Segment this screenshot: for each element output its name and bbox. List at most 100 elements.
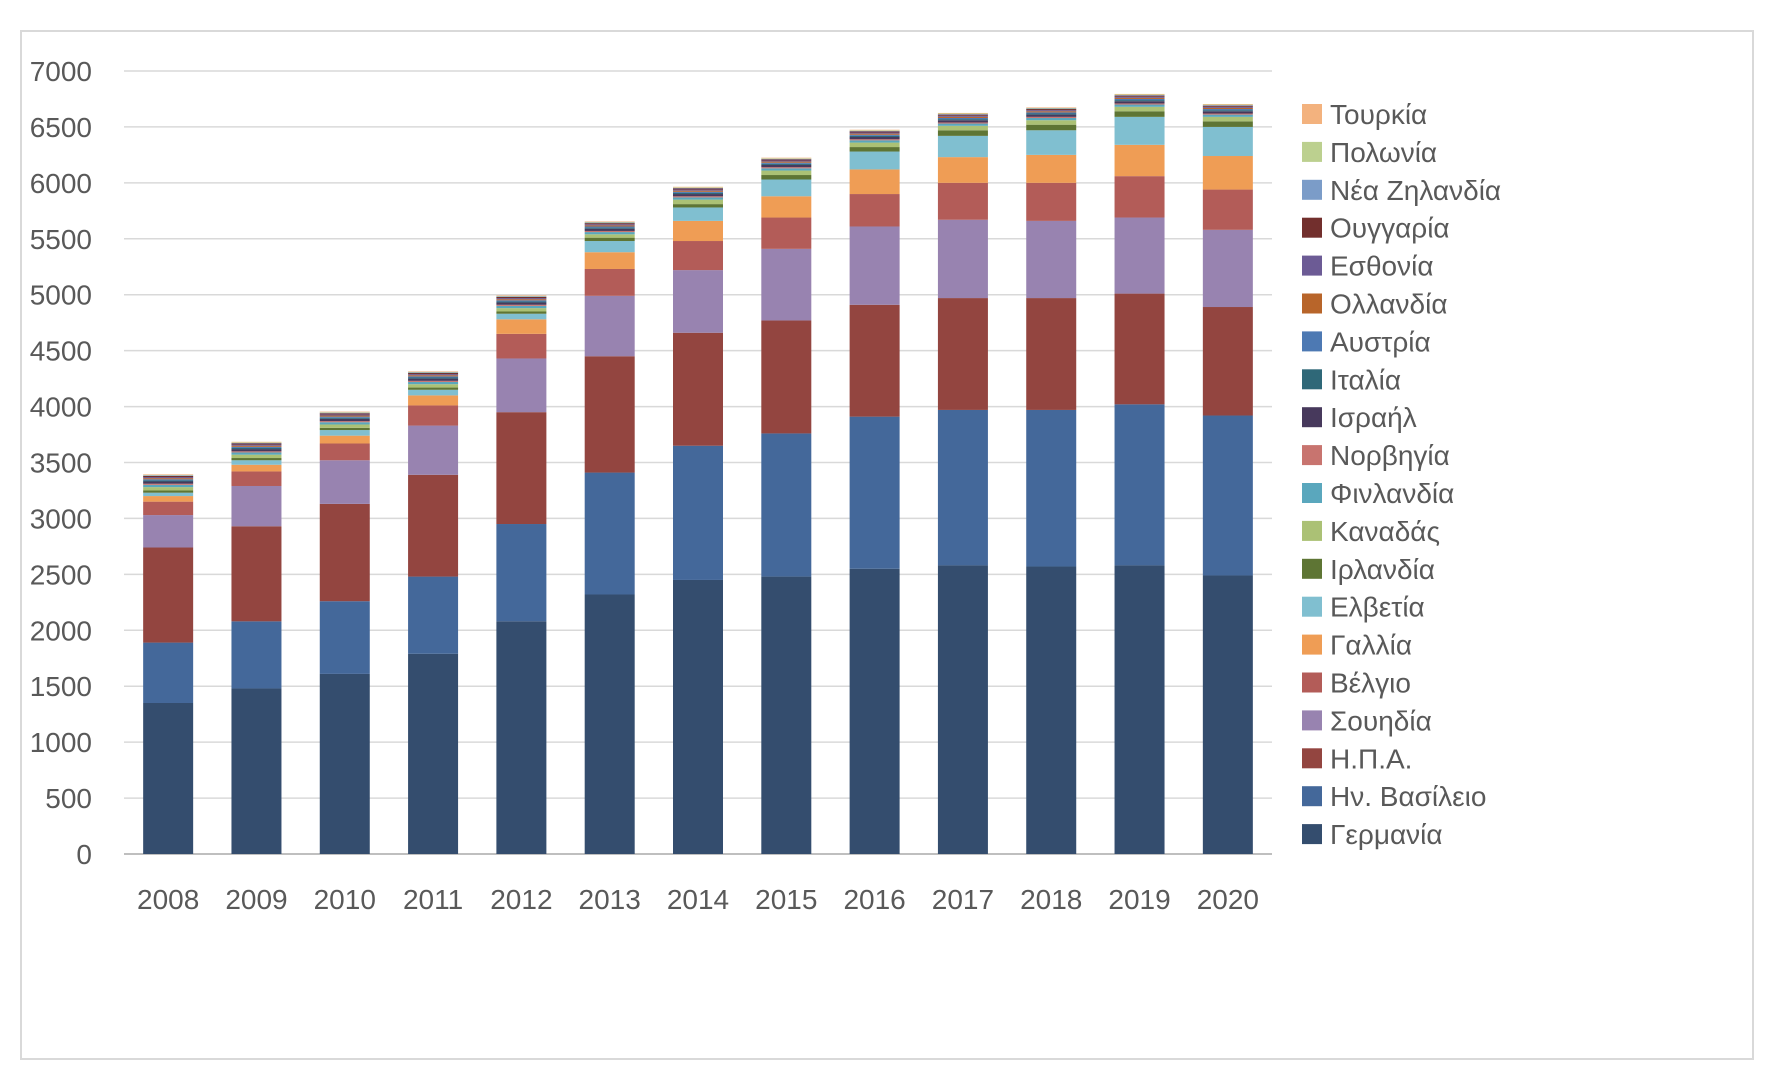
bar-segment: [937, 130, 988, 136]
bar-segment: [673, 579, 723, 854]
bar-segment: [1202, 415, 1253, 576]
bar-segment: [849, 132, 900, 134]
bar-segment: [319, 503, 370, 602]
legend-label: Νέα Ζηλανδία: [1330, 175, 1501, 206]
bar-segment: [1114, 100, 1165, 102]
legend-label: Γαλλία: [1330, 630, 1412, 661]
bar-segment: [1114, 565, 1165, 854]
bar-segment: [408, 378, 459, 381]
bar-segment: [1026, 112, 1077, 114]
bar-segment: [673, 187, 723, 189]
bar-segment: [496, 301, 547, 303]
bar-segment: [231, 441, 282, 443]
legend-swatch: [1302, 104, 1322, 124]
legend-swatch: [1302, 445, 1322, 466]
bar-segment: [1202, 105, 1253, 106]
stacked-bar-chart: 0 500 1000 1500 2000 2500 3000 3500 4000 4500 5000…: [30, 56, 1501, 915]
bar-segment: [1026, 113, 1077, 115]
y-tick-label: 0: [76, 839, 92, 870]
bar-segment: [143, 547, 194, 643]
bar-segment: [231, 485, 282, 527]
y-tick-label: 3000: [30, 503, 92, 534]
bar-segment: [849, 140, 900, 143]
bar-segment: [1026, 114, 1077, 117]
bar-segment: [761, 175, 812, 180]
bar-segment: [1202, 156, 1253, 190]
bar-segment: [761, 320, 812, 434]
bar-segment: [1114, 95, 1165, 97]
bar-segment: [761, 217, 812, 249]
legend-label: Ουγγαρία: [1330, 213, 1450, 244]
bar-segment: [408, 384, 459, 388]
legend-swatch: [1302, 407, 1322, 428]
bar-segment: [761, 168, 812, 171]
bar-segment: [408, 373, 459, 375]
bar-segment: [673, 192, 723, 195]
y-tick-label: 6000: [30, 168, 92, 199]
legend-swatch: [1302, 672, 1322, 693]
bar-segment: [584, 237, 635, 242]
bar-segment: [408, 380, 459, 382]
bar-segment: [496, 296, 547, 299]
bar-segment: [1114, 103, 1165, 105]
bar-segment: [761, 167, 812, 169]
bar-segment: [937, 125, 988, 131]
bar-segment: [496, 524, 547, 622]
bar-segment: [231, 460, 282, 465]
bar-segment: [584, 472, 635, 595]
bar-segment: [143, 475, 194, 478]
y-tick-label: 2500: [30, 559, 92, 590]
chart-frame: 0 500 1000 1500 2000 2500 3000 3500 4000 4500 5000…: [20, 30, 1754, 1060]
x-axis-ticks: 2008 2009 2010 2011 2012 2013 2014 2015 2016 2017…: [137, 884, 1259, 915]
bar-segment: [584, 227, 635, 229]
bar-segment: [849, 134, 900, 136]
bar-segment: [496, 295, 547, 296]
bar-segment: [937, 112, 988, 114]
bar-segment: [937, 122, 988, 124]
bar-segment: [496, 295, 547, 297]
legend-swatch: [1302, 483, 1322, 503]
bar-segment: [319, 412, 370, 413]
bar-segment: [231, 443, 282, 445]
bar-segment: [1202, 575, 1253, 854]
bar-segment: [849, 568, 900, 854]
bar-segment: [319, 460, 370, 504]
bar-segment: [408, 405, 459, 426]
y-tick-label: 4500: [30, 336, 92, 367]
bar-segment: [1202, 107, 1253, 110]
bar-segment: [1026, 116, 1077, 118]
y-tick-label: 1500: [30, 671, 92, 702]
legend-swatch: [1302, 179, 1322, 200]
bar-segment: [584, 221, 635, 223]
bar-segment: [319, 418, 370, 422]
legend-swatch: [1302, 710, 1322, 731]
bar-segment: [496, 300, 547, 302]
y-tick-label: 500: [45, 783, 92, 814]
bar-segment: [761, 159, 812, 161]
bar-segment: [849, 226, 900, 305]
bar-segment: [231, 445, 282, 447]
bar-segment: [673, 188, 723, 190]
bar-segment: [231, 464, 282, 472]
legend-label: Νορβηγία: [1330, 440, 1450, 471]
bar-segment: [673, 191, 723, 193]
bar-segment: [1202, 110, 1253, 112]
bar-segment: [319, 412, 370, 414]
bar-segment: [1026, 120, 1077, 125]
bar-segment: [584, 295, 635, 357]
bar-segment: [1026, 109, 1077, 111]
bar-segment: [761, 576, 812, 854]
y-tick-label: 6500: [30, 112, 92, 143]
bar-segment: [584, 225, 635, 227]
bar-segment: [1202, 109, 1253, 111]
y-tick-label: 7000: [30, 56, 92, 87]
bar-segment: [231, 442, 282, 444]
bar-segment: [849, 169, 900, 195]
bar-segment: [1114, 98, 1165, 101]
bar-segment: [231, 446, 282, 448]
bar-segment: [849, 130, 900, 131]
bar-segment: [143, 481, 194, 484]
bar-segment: [1026, 107, 1077, 109]
bar-segment: [584, 234, 635, 238]
bar-segment: [496, 304, 547, 306]
